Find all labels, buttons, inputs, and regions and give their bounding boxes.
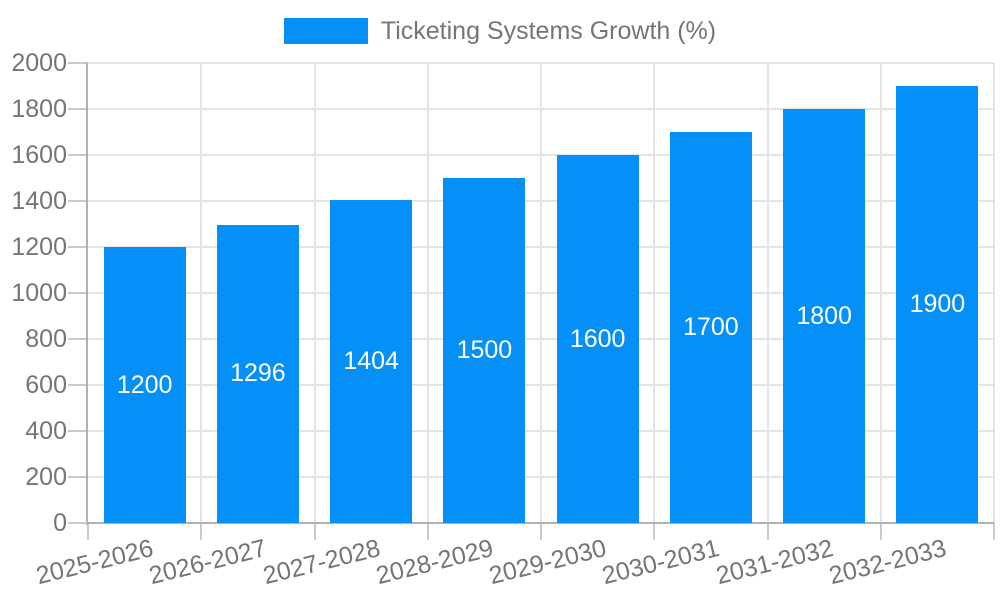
x-tick	[653, 523, 656, 540]
bar: 1600	[556, 155, 639, 523]
y-tick	[68, 522, 88, 524]
y-tick-label: 400	[25, 417, 67, 445]
bar-value-label: 1200	[116, 370, 173, 399]
v-gridline	[766, 63, 769, 523]
x-tick	[313, 523, 316, 540]
x-tick	[540, 523, 542, 540]
bar-value-label: 1404	[343, 347, 399, 376]
y-tick-label: 200	[25, 463, 67, 491]
bar: 1800	[783, 109, 866, 523]
bar-value-label: 1600	[569, 324, 626, 353]
y-tick-label: 1600	[11, 141, 67, 169]
y-tick	[68, 338, 88, 340]
x-tick-label: 2029-2030	[486, 534, 610, 591]
x-tick	[993, 523, 995, 540]
bar: 1500	[443, 178, 526, 523]
bar-value-label: 1800	[796, 301, 852, 330]
y-tick	[68, 246, 88, 248]
x-tick-label: 2031-2032	[712, 534, 836, 591]
y-tick-label: 1800	[11, 95, 67, 123]
x-tick-label: 2032-2033	[826, 534, 949, 591]
v-gridline	[426, 63, 429, 523]
x-tick	[766, 523, 769, 540]
x-tick-label: 2025-2026	[33, 534, 157, 591]
x-axis-line	[86, 522, 994, 524]
bar: 1296	[216, 224, 299, 523]
bar-value-label: 1500	[456, 336, 513, 364]
y-tick	[68, 292, 88, 294]
y-tick	[68, 476, 88, 478]
y-tick-label: 1400	[11, 187, 67, 215]
v-gridline	[540, 63, 542, 523]
bar-value-label: 1296	[230, 359, 286, 388]
v-gridline	[200, 63, 203, 523]
y-tick	[68, 154, 88, 156]
x-tick	[87, 523, 89, 540]
y-tick-label: 800	[25, 325, 67, 353]
y-tick	[68, 62, 88, 64]
v-gridline	[653, 63, 656, 523]
legend: Ticketing Systems Growth (%)	[0, 15, 1000, 47]
v-gridline	[879, 63, 882, 523]
v-gridline	[313, 63, 316, 523]
bar: 1700	[669, 132, 752, 523]
legend-label: Ticketing Systems Growth (%)	[380, 16, 717, 45]
bar: 1900	[896, 86, 979, 523]
bar-value-label: 1700	[683, 313, 739, 341]
bar: 1200	[103, 247, 186, 523]
y-tick	[68, 108, 88, 110]
y-axis-line	[86, 63, 88, 525]
x-tick-label: 2027-2028	[259, 534, 383, 591]
y-tick	[68, 384, 88, 386]
x-tick-label: 2026-2027	[146, 534, 270, 591]
x-tick	[426, 523, 429, 540]
y-tick-label: 2000	[11, 49, 67, 77]
y-tick	[68, 200, 88, 202]
bar-value-label: 1900	[909, 290, 966, 318]
x-tick	[879, 523, 882, 540]
x-tick	[200, 523, 203, 540]
v-gridline	[993, 63, 995, 523]
x-tick-label: 2030-2031	[599, 534, 723, 591]
y-tick-label: 1000	[11, 279, 67, 307]
x-tick-label: 2028-2029	[373, 534, 496, 591]
legend-swatch	[283, 18, 368, 44]
y-tick	[68, 430, 88, 432]
y-tick-label: 1200	[11, 233, 67, 261]
bar: 1404	[330, 200, 413, 523]
y-tick-label: 0	[53, 509, 67, 537]
y-tick-label: 600	[25, 371, 67, 399]
